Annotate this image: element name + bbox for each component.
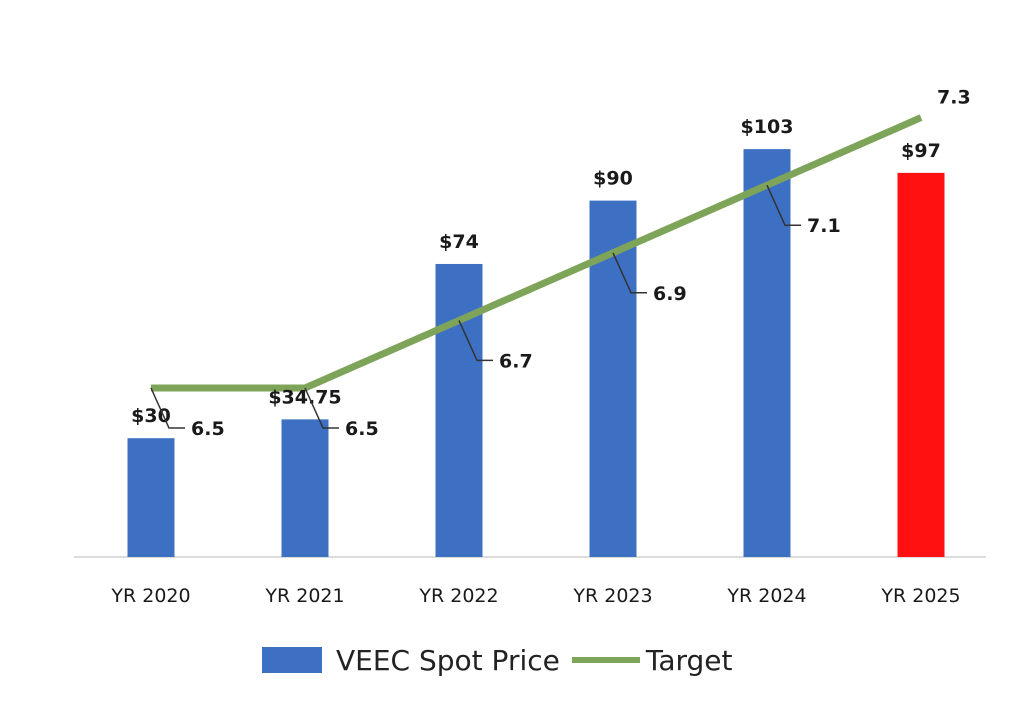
target-value-label: 7.1	[807, 215, 841, 237]
legend-swatch-target	[571, 657, 640, 663]
bar	[743, 149, 791, 557]
x-tick-label: YR 2022	[418, 585, 498, 607]
x-tick-label: YR 2025	[880, 585, 960, 607]
target-line	[151, 114, 923, 392]
bar	[435, 263, 483, 557]
target-value-label: 6.7	[499, 350, 533, 372]
leader-line	[766, 184, 801, 226]
legend-swatch-veec	[262, 647, 322, 673]
leader-line	[612, 252, 647, 294]
leader-line	[304, 387, 339, 429]
target-value-label: 6.9	[653, 283, 687, 305]
bar-value-label: $103	[741, 116, 794, 138]
bar-value-label: $74	[439, 231, 479, 253]
x-tick-label: YR 2024	[726, 585, 806, 607]
x-tick-label: YR 2021	[264, 585, 344, 607]
x-tick-label: YR 2020	[110, 585, 190, 607]
target-value-label: 6.5	[191, 418, 225, 440]
bar-value-label: $34.75	[268, 386, 341, 408]
target-value-label: 7.3	[937, 87, 971, 109]
bar-value-label: $97	[901, 140, 941, 162]
leader-line	[458, 320, 493, 362]
x-tick-label: YR 2023	[572, 585, 652, 607]
bar	[897, 172, 945, 557]
bar	[281, 419, 329, 557]
bar	[127, 438, 175, 557]
legend-item-target: Target	[571, 643, 733, 677]
bar-value-label: $90	[593, 168, 633, 190]
legend-label-veec: VEEC Spot Price	[336, 643, 560, 677]
legend-item-veec: VEEC Spot Price	[262, 644, 560, 677]
target-value-label: 6.5	[345, 418, 379, 440]
chart: $30 $34.75 $74 $90 $103 $97 6.5 6.5 6.7 6.9 7.1 7.3…	[74, 87, 986, 607]
legend: VEEC Spot Price Target	[262, 638, 744, 682]
leader-line	[150, 387, 185, 429]
legend-label-target: Target	[645, 643, 733, 677]
bar-value-label: $30	[131, 405, 171, 427]
